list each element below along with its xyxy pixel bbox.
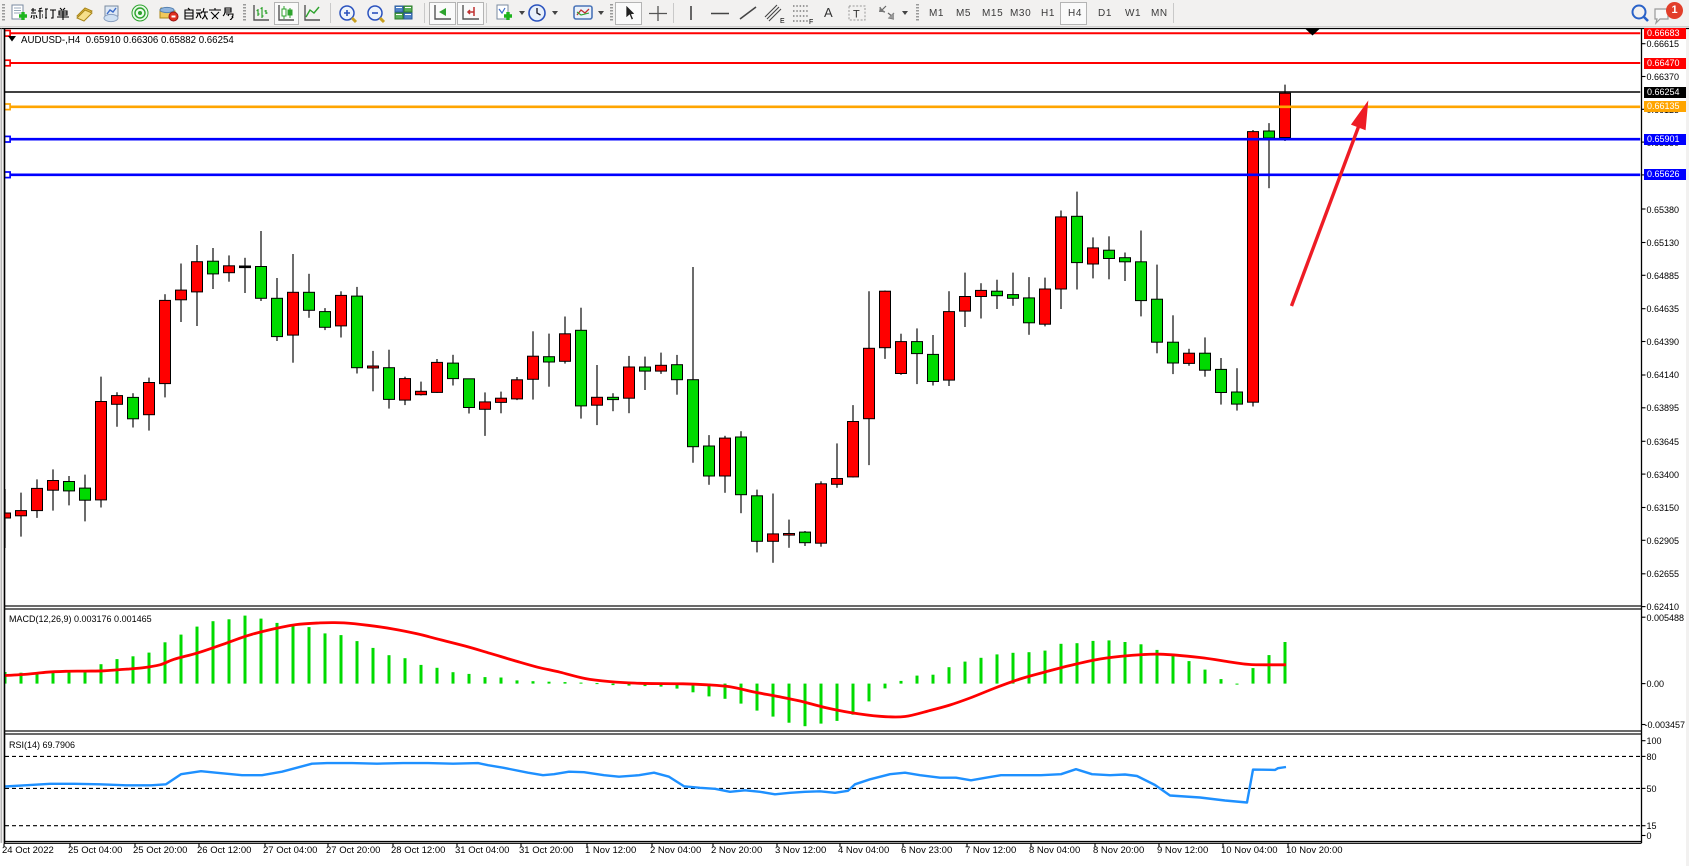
svg-text:F: F bbox=[809, 19, 813, 25]
svg-text:T: T bbox=[853, 9, 860, 21]
svg-text:E: E bbox=[780, 18, 785, 25]
